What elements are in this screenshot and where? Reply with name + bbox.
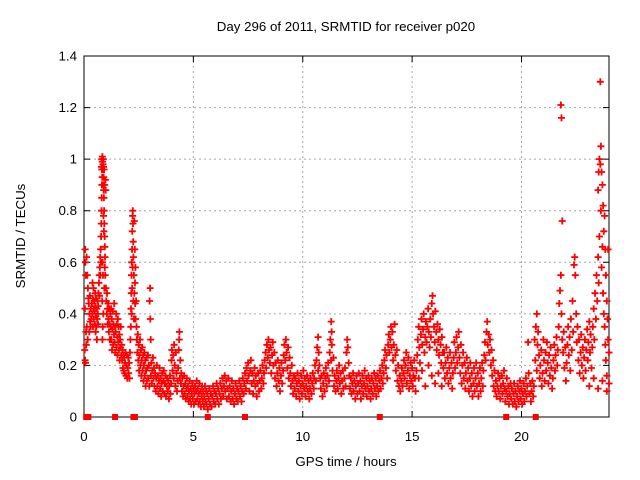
x-tick-label: 5: [190, 429, 197, 444]
grid-lines: [84, 56, 609, 417]
zero-value-marker: [376, 414, 383, 420]
y-tick-label: 0.4: [59, 306, 78, 321]
y-tick-labels: 0 0.2 0.4 0.6 0.8 1 1.2 1.4: [59, 49, 78, 425]
x-tick-label: 20: [514, 429, 529, 444]
plot-border: [83, 55, 610, 418]
data-points: [81, 78, 613, 420]
zero-value-marker: [112, 414, 119, 420]
zero-value-marker: [85, 414, 92, 420]
y-tick-label: 0: [70, 410, 77, 425]
x-tick-label: 0: [80, 429, 87, 444]
plus-markers: [81, 78, 613, 413]
y-tick-label: 1.2: [59, 100, 78, 115]
x-tick-label: 10: [295, 429, 310, 444]
y-axis-label: SRMTID / TECUs: [13, 183, 28, 288]
zero-value-marker: [131, 414, 138, 420]
zero-value-marker: [532, 414, 539, 420]
x-axis-label: GPS time / hours: [295, 454, 397, 469]
y-tick-label: 0.2: [59, 358, 78, 373]
grid-path: [84, 56, 609, 417]
y-tick-label: 1: [70, 152, 77, 167]
y-tick-label: 0.6: [59, 255, 78, 270]
y-tick-label: 0.8: [59, 203, 78, 218]
zero-value-marker: [242, 414, 248, 420]
x-tick-label: 15: [405, 429, 420, 444]
x-tick-labels: 0 5 10 15 20: [80, 429, 529, 444]
zero-value-marker: [204, 414, 211, 420]
zero-value-marker: [503, 414, 510, 420]
y-tick-label: 1.4: [59, 49, 78, 64]
chart-title: Day 296 of 2011, SRMTID for receiver p02…: [217, 19, 475, 34]
